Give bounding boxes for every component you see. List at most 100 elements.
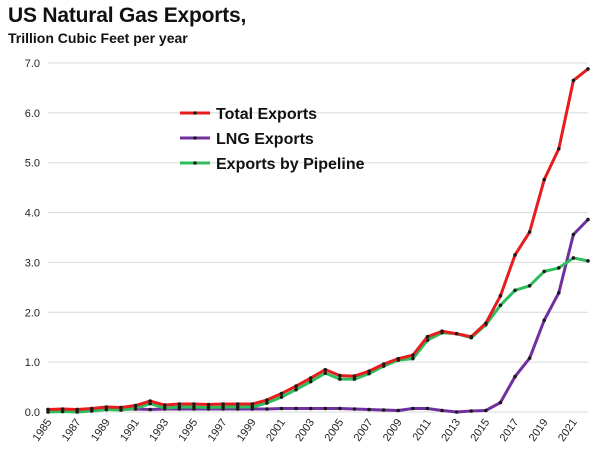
data-point: [469, 334, 474, 339]
y-tick-label: 0.0: [25, 407, 40, 419]
data-point: [440, 408, 444, 413]
data-point: [513, 288, 517, 293]
legend-label: LNG Exports: [216, 131, 314, 148]
data-point: [206, 405, 211, 410]
data-point: [411, 406, 415, 411]
data-point: [308, 379, 313, 384]
legend-item: Exports by Pipeline: [180, 156, 365, 173]
data-point: [586, 217, 590, 222]
y-tick-label: 5.0: [25, 158, 40, 170]
data-point: [571, 232, 576, 237]
data-point: [323, 367, 328, 372]
data-point: [469, 409, 474, 413]
series-exports-by-pipeline: [46, 256, 590, 414]
legend-label: Total Exports: [216, 106, 317, 123]
data-point: [381, 362, 386, 366]
data-point: [542, 177, 547, 182]
data-point: [527, 230, 532, 234]
data-point: [323, 371, 328, 375]
data-point: [396, 408, 401, 413]
data-point: [308, 376, 313, 380]
data-point: [89, 406, 94, 411]
data-point: [279, 391, 284, 396]
data-point: [265, 398, 269, 402]
data-point: [454, 331, 459, 336]
data-point: [498, 400, 503, 405]
x-tick-label: 2021: [556, 417, 580, 444]
data-point: [425, 406, 430, 411]
data-point: [557, 291, 561, 295]
data-point: [162, 403, 167, 407]
legend-marker: [193, 161, 197, 165]
y-tick-label: 1.0: [25, 357, 40, 369]
data-point: [119, 408, 123, 412]
x-tick-label: 1995: [177, 417, 201, 444]
series-total-exports: [46, 67, 590, 412]
data-point: [46, 410, 50, 414]
data-point: [148, 399, 152, 403]
legend-marker: [193, 111, 197, 115]
legend-label: Exports by Pipeline: [216, 156, 365, 173]
data-point: [133, 403, 138, 408]
x-tick-label: 2005: [322, 417, 346, 444]
data-point: [557, 266, 561, 270]
x-tick-label: 1999: [235, 417, 259, 444]
data-point: [513, 253, 517, 257]
data-point: [162, 406, 167, 410]
chart-subtitle: Trillion Cubic Feet per year: [8, 30, 188, 46]
data-point: [396, 356, 401, 361]
data-point: [294, 384, 298, 388]
data-point: [192, 405, 196, 409]
x-tick-label: 2011: [411, 417, 434, 443]
data-point: [338, 373, 342, 378]
y-tick-label: 3.0: [25, 257, 40, 269]
x-tick-label: 1989: [89, 417, 113, 444]
data-point: [484, 408, 488, 413]
x-tick-label: 2001: [264, 417, 288, 444]
data-point: [235, 405, 240, 409]
data-point: [60, 409, 65, 414]
series-line: [46, 256, 590, 414]
legend-item: Total Exports: [180, 106, 317, 123]
data-point: [75, 407, 79, 412]
data-point: [177, 405, 182, 409]
x-tick-label: 2017: [498, 417, 522, 444]
data-point: [89, 409, 94, 413]
x-tick-label: 1991: [118, 417, 142, 444]
data-point: [352, 374, 357, 378]
data-point: [308, 406, 313, 411]
series-lines: [46, 67, 590, 414]
data-point: [46, 407, 50, 412]
data-point: [571, 78, 576, 83]
data-point: [527, 284, 532, 288]
data-point: [484, 321, 488, 326]
data-point: [338, 406, 342, 411]
x-tick-label: 1997: [206, 417, 230, 444]
x-axis-ticks: 1985 1987 1989 1991 1993 1995 1997 1999 2001 2003…: [31, 417, 580, 444]
y-tick-label: 4.0: [25, 208, 40, 220]
y-axis-ticks: 0.0 1.0 2.0 3.0 4.0 5.0 6.0 7.0: [25, 58, 40, 419]
series-lng-exports: [46, 217, 590, 414]
data-point: [571, 256, 576, 260]
data-point: [133, 406, 138, 411]
data-point: [557, 146, 561, 151]
x-tick-label: 2007: [352, 417, 376, 444]
data-point: [454, 410, 459, 414]
data-point: [498, 303, 503, 308]
data-point: [425, 334, 430, 339]
data-point: [221, 405, 225, 409]
legend-marker: [193, 136, 197, 140]
y-tick-label: 6.0: [25, 108, 40, 120]
data-point: [542, 269, 547, 274]
x-tick-label: 2015: [468, 417, 492, 444]
data-point: [367, 369, 371, 373]
data-point: [440, 329, 444, 334]
data-point: [119, 405, 123, 410]
data-point: [294, 406, 298, 411]
data-point: [352, 377, 357, 381]
data-point: [367, 407, 371, 412]
data-point: [235, 402, 240, 406]
data-point: [75, 410, 79, 414]
x-tick-label: 2013: [439, 417, 463, 444]
